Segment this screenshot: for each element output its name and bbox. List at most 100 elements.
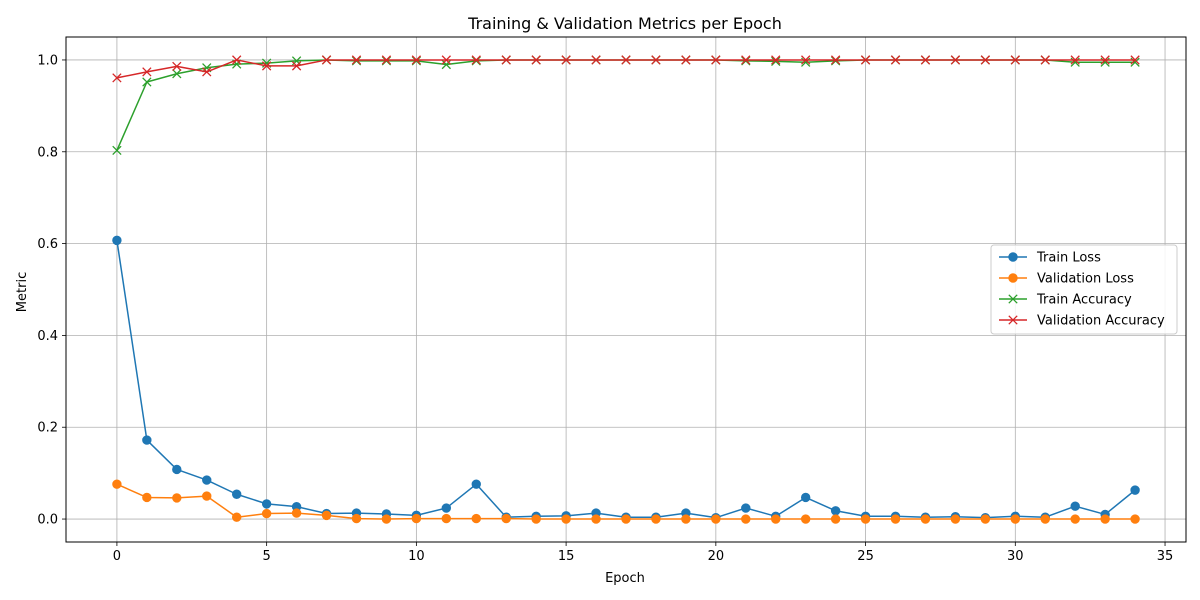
data-point-validation-loss xyxy=(172,493,182,503)
data-point-validation-accuracy xyxy=(411,55,422,65)
legend-swatch-marker-stroke xyxy=(1008,294,1018,304)
data-point-validation-accuracy-stroke xyxy=(1010,55,1020,65)
data-point-validation-loss xyxy=(711,514,721,524)
data-point-validation-accuracy-stroke xyxy=(142,67,152,77)
data-point-train-loss xyxy=(202,475,212,485)
data-point-validation-accuracy-stroke xyxy=(711,55,721,65)
data-point-validation-accuracy xyxy=(681,55,691,65)
data-point-train-accuracy xyxy=(441,59,451,70)
data-point-validation-accuracy xyxy=(980,55,991,65)
data-point-validation-accuracy xyxy=(232,55,242,65)
legend-item-validation-accuracy: Validation Accuracy xyxy=(999,314,1165,329)
data-point-validation-accuracy-stroke xyxy=(1100,55,1110,65)
data-point-validation-accuracy-stroke xyxy=(890,55,901,65)
series-validation-accuracy xyxy=(112,55,1140,83)
data-point-train-loss xyxy=(800,492,811,503)
data-point-validation-accuracy xyxy=(591,55,601,65)
series-validation-loss xyxy=(112,479,1140,524)
data-point-validation-accuracy xyxy=(261,61,272,71)
legend-label: Validation Loss xyxy=(1037,272,1134,287)
data-point-validation-accuracy-stroke xyxy=(291,61,302,71)
data-point-validation-accuracy-stroke xyxy=(591,55,601,65)
data-point-validation-accuracy xyxy=(950,55,961,65)
legend-label: Validation Accuracy xyxy=(1037,314,1165,329)
data-point-train-loss xyxy=(1070,501,1080,511)
data-point-train-loss xyxy=(231,489,242,499)
legend-item-validation-loss: Validation Loss xyxy=(999,272,1134,287)
data-point-train-loss xyxy=(830,506,841,516)
data-point-validation-accuracy xyxy=(321,55,332,65)
data-point-train-accuracy xyxy=(142,77,152,87)
data-point-validation-loss xyxy=(741,514,751,524)
data-point-validation-accuracy xyxy=(890,55,901,65)
data-point-train-loss xyxy=(172,464,182,475)
data-point-validation-accuracy xyxy=(172,61,182,72)
data-point-validation-loss xyxy=(381,514,392,524)
legend-label: Train Accuracy xyxy=(1036,293,1132,308)
data-point-validation-loss xyxy=(291,508,302,518)
data-point-validation-loss xyxy=(202,491,212,501)
data-point-validation-accuracy-stroke xyxy=(351,55,362,65)
data-point-validation-accuracy-stroke xyxy=(801,55,811,65)
data-point-validation-loss xyxy=(890,514,901,524)
y-tick-label: 1.0 xyxy=(37,53,58,68)
legend-box xyxy=(990,244,1178,335)
data-point-validation-loss xyxy=(621,514,631,524)
data-point-train-accuracy-stroke xyxy=(142,77,152,87)
data-point-validation-accuracy-stroke xyxy=(681,55,691,65)
data-point-validation-accuracy xyxy=(531,55,541,65)
y-tick-label: 0.2 xyxy=(37,421,58,436)
data-point-train-accuracy-stroke xyxy=(112,145,122,156)
data-point-train-loss xyxy=(112,235,122,246)
data-point-validation-accuracy xyxy=(112,73,122,83)
data-point-validation-accuracy xyxy=(1100,55,1110,65)
data-point-validation-loss xyxy=(1070,514,1080,524)
data-point-validation-accuracy-stroke xyxy=(411,55,422,65)
data-point-validation-accuracy-stroke xyxy=(232,55,242,65)
data-point-validation-accuracy-stroke xyxy=(741,55,751,65)
data-point-validation-accuracy-stroke xyxy=(830,55,841,65)
x-tick-label: 25 xyxy=(857,549,874,564)
legend-swatch-marker xyxy=(1008,315,1018,325)
data-point-validation-accuracy xyxy=(830,55,841,65)
data-point-train-accuracy xyxy=(172,69,182,79)
data-point-train-accuracy-stroke xyxy=(172,69,182,79)
data-point-validation-accuracy xyxy=(142,67,152,77)
data-point-validation-accuracy xyxy=(471,55,481,65)
legend-item-train-loss: Train Loss xyxy=(999,251,1101,266)
x-tick-label: 20 xyxy=(708,549,725,564)
data-point-validation-accuracy-stroke xyxy=(501,55,511,65)
data-point-validation-accuracy-stroke xyxy=(471,55,481,65)
data-point-validation-loss xyxy=(980,514,991,524)
data-point-validation-accuracy-stroke xyxy=(441,55,451,65)
data-point-train-accuracy xyxy=(771,56,781,66)
data-point-validation-accuracy-stroke xyxy=(980,55,991,65)
x-tick-label: 30 xyxy=(1007,549,1024,564)
data-point-validation-loss xyxy=(531,514,541,524)
data-point-validation-loss xyxy=(351,513,362,524)
data-point-validation-loss xyxy=(830,514,841,524)
legend-swatch-marker xyxy=(1008,252,1018,262)
data-point-validation-accuracy xyxy=(711,55,721,65)
y-tick-label: 0.0 xyxy=(37,513,58,528)
data-point-validation-accuracy xyxy=(1130,55,1140,65)
data-point-validation-accuracy-stroke xyxy=(381,55,392,65)
data-point-validation-loss xyxy=(1010,514,1021,524)
plot-area-frame xyxy=(65,36,1187,543)
x-tick-label: 5 xyxy=(263,549,271,564)
data-point-train-accuracy-stroke xyxy=(202,63,212,73)
data-point-validation-accuracy xyxy=(381,55,392,65)
data-point-validation-loss xyxy=(441,513,452,524)
data-point-validation-accuracy-stroke xyxy=(531,55,541,65)
data-point-validation-loss xyxy=(1040,514,1050,524)
data-point-validation-loss xyxy=(860,514,871,524)
data-point-validation-accuracy-stroke xyxy=(172,61,182,72)
data-point-validation-accuracy-stroke xyxy=(202,67,212,77)
data-point-validation-accuracy-stroke xyxy=(771,55,781,65)
data-point-train-loss xyxy=(471,479,481,489)
data-point-validation-loss xyxy=(501,513,511,524)
x-axis-title: Epoch xyxy=(605,571,645,586)
data-point-validation-accuracy xyxy=(291,61,302,71)
data-point-validation-accuracy-stroke xyxy=(321,55,332,65)
